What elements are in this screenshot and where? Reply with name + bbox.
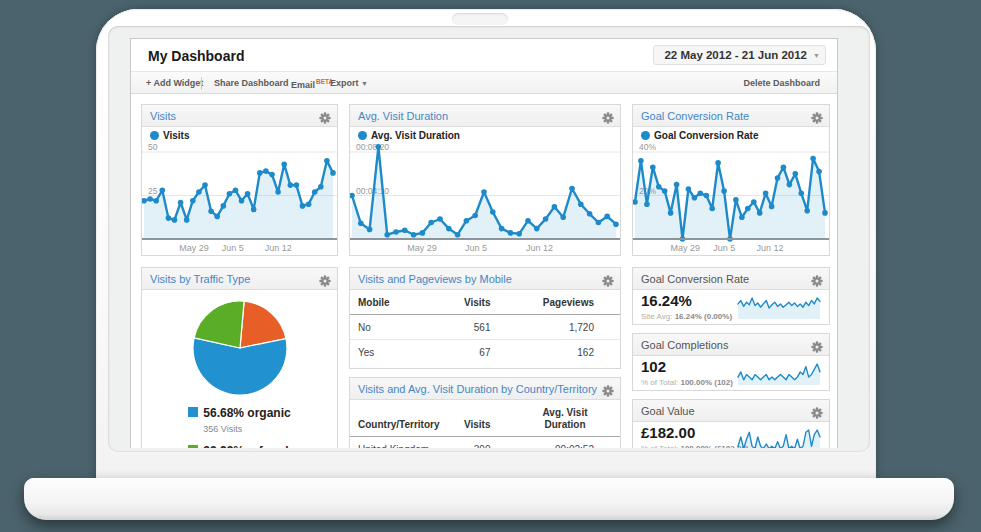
svg-text:Jun 5: Jun 5	[713, 243, 735, 253]
gear-icon[interactable]	[602, 383, 614, 395]
svg-text:00:08:20: 00:08:20	[356, 142, 389, 152]
table-row: No5611,720	[350, 315, 620, 340]
pie-legend: 56.68% organic 356 Visits 22.93% referra…	[142, 406, 337, 448]
stat-subtext: % of Total: 100.00% (£182.00)	[641, 444, 749, 448]
gear-icon[interactable]	[811, 273, 823, 285]
dashboard-panel: My Dashboard 22 May 2012 - 21 Jun 2012 ▼…	[130, 38, 838, 448]
export-button[interactable]: Export ▼	[330, 78, 368, 88]
goal-value-sparkline	[737, 427, 821, 448]
legend-swatch-organic	[188, 407, 198, 417]
mobile-table: Mobile Visits Pageviews No5611,720 Yes67…	[350, 290, 620, 364]
column-header: Visits	[453, 400, 499, 437]
widget-mobile-table: Visits and Pageviews by Mobile Mobile Vi…	[349, 267, 621, 369]
widget-title[interactable]: Visits by Traffic Type	[150, 273, 250, 285]
widget-traffic-type: Visits by Traffic Type 56.68% organic 35…	[141, 267, 338, 448]
duration-line-chart: 00:08:2000:04:10May 29Jun 5Jun 12	[350, 141, 620, 256]
legend-swatch-referral	[188, 445, 198, 448]
goal-completions-sparkline	[737, 361, 821, 387]
country-table: Country/Territory Visits Avg. Visit Dura…	[350, 400, 620, 448]
stat-subtext: Site Avg: 16.24% (0.00%)	[641, 312, 732, 321]
column-header: Pageviews	[498, 290, 620, 315]
svg-text:Jun 12: Jun 12	[526, 243, 553, 253]
gear-icon[interactable]	[602, 110, 614, 122]
stat-subtext: % of Total: 100.00% (102)	[641, 378, 733, 387]
table-row: Yes67162	[350, 340, 620, 365]
gear-icon[interactable]	[811, 110, 823, 122]
date-range-selector[interactable]: 22 May 2012 - 21 Jun 2012 ▼	[653, 45, 826, 65]
column-header: Country/Territory	[350, 400, 453, 437]
widget-title[interactable]: Goal Conversion Rate	[641, 273, 749, 285]
svg-text:Jun 12: Jun 12	[756, 243, 783, 253]
gear-icon[interactable]	[811, 405, 823, 417]
chevron-down-icon: ▼	[361, 80, 368, 87]
widget-goal-completions: Goal Completions 102 % of Total: 100.00%…	[632, 333, 830, 391]
svg-text:50: 50	[148, 142, 158, 152]
svg-text:Jun 12: Jun 12	[265, 243, 292, 253]
visits-line-chart: 50 25 May 29 Jun 5 Jun 12	[142, 141, 337, 256]
delete-dashboard-button[interactable]: Delete Dashboard	[743, 78, 820, 88]
dashboard-header: My Dashboard 22 May 2012 - 21 Jun 2012 ▼	[131, 39, 837, 71]
widget-visits: Visits Visits 5025May 29Jun 5Jun 12	[141, 104, 338, 256]
date-range-text: 22 May 2012 - 21 Jun 2012	[664, 49, 807, 61]
svg-text:40%: 40%	[639, 142, 656, 152]
page-title: My Dashboard	[148, 48, 244, 64]
svg-text:25: 25	[148, 186, 158, 196]
svg-text:May 29: May 29	[179, 243, 209, 253]
goalrate-line-chart: 40%20%May 29Jun 5Jun 12	[633, 141, 829, 256]
widgets-area: Visits Visits 50 25 May 29 Jun 5 Jun 12 Visi…	[131, 94, 838, 448]
svg-text:May 29: May 29	[407, 243, 437, 253]
laptop-latch	[452, 13, 508, 25]
stat-value: 16.24%	[641, 292, 692, 309]
legend-dot-icon	[641, 131, 650, 140]
laptop-base	[24, 478, 954, 520]
table-row: United Kingdom39000:02:52	[350, 437, 620, 449]
column-header: Visits	[453, 290, 499, 315]
add-widget-button[interactable]: + Add Widget	[146, 78, 203, 88]
legend-dot-icon	[150, 131, 159, 140]
widget-title[interactable]: Visits	[150, 110, 176, 122]
widget-goal-value: Goal Value £182.00 % of Total: 100.00% (…	[632, 399, 830, 448]
toolbar-divider	[201, 77, 202, 90]
widget-goal-conversion-stat: Goal Conversion Rate 16.24% Site Avg: 16…	[632, 267, 830, 325]
widget-avg-visit-duration: Avg. Visit Duration Avg. Visit Duration …	[349, 104, 621, 256]
svg-text:May 29: May 29	[671, 243, 701, 253]
widget-title[interactable]: Avg. Visit Duration	[358, 110, 448, 122]
gear-icon[interactable]	[602, 273, 614, 285]
scene: My Dashboard 22 May 2012 - 21 Jun 2012 ▼…	[0, 0, 981, 532]
svg-text:Jun 5: Jun 5	[465, 243, 487, 253]
svg-text:Jun 5: Jun 5	[222, 243, 244, 253]
goal-rate-sparkline	[737, 295, 821, 321]
widget-title[interactable]: Visits and Pageviews by Mobile	[358, 273, 512, 285]
column-header: Avg. Visit Duration	[498, 400, 620, 437]
widget-title[interactable]: Goal Conversion Rate	[641, 110, 749, 122]
widget-title[interactable]: Goal Completions	[641, 339, 728, 351]
email-button[interactable]: EmailBETA	[291, 78, 333, 90]
stat-value: 102	[641, 358, 666, 375]
share-dashboard-button[interactable]: Share Dashboard	[214, 78, 289, 88]
legend-dot-icon	[358, 131, 367, 140]
chevron-down-icon: ▼	[813, 46, 820, 65]
laptop-screen: My Dashboard 22 May 2012 - 21 Jun 2012 ▼…	[108, 26, 870, 452]
column-header: Mobile	[350, 290, 453, 315]
traffic-pie-chart	[192, 300, 288, 396]
gear-icon[interactable]	[811, 339, 823, 351]
gear-icon[interactable]	[319, 273, 331, 285]
widget-country-table: Visits and Avg. Visit Duration by Countr…	[349, 377, 621, 448]
widget-goal-conversion-chart: Goal Conversion Rate Goal Conversion Rat…	[632, 104, 830, 256]
widget-title[interactable]: Visits and Avg. Visit Duration by Countr…	[358, 383, 597, 395]
widget-title[interactable]: Goal Value	[641, 405, 695, 417]
gear-icon[interactable]	[319, 110, 331, 122]
stat-value: £182.00	[641, 424, 695, 441]
dashboard-toolbar: + Add Widget Share Dashboard EmailBETA E…	[131, 71, 837, 94]
